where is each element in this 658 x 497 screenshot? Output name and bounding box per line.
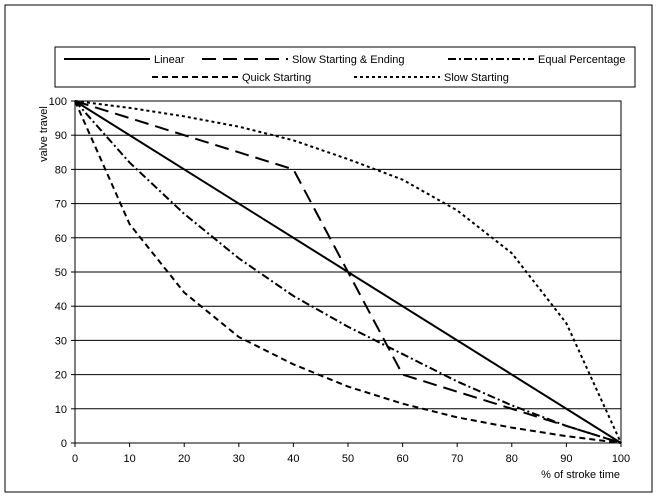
y-tick-label-60: 60 — [55, 233, 67, 245]
x-tick-label-20: 20 — [178, 453, 190, 465]
x-tick-label-90: 90 — [560, 453, 572, 465]
y-axis-title: valve travel — [38, 106, 50, 162]
legend-label-linear: Linear — [154, 54, 185, 66]
series-layer — [74, 100, 622, 444]
y-tick-label-0: 0 — [61, 438, 67, 450]
axes: 0 10 20 30 40 50 60 70 80 90 100 0 10 20 30 40 50 60 70 80 9… — [49, 96, 631, 465]
x-axis-title: % of stroke time — [541, 469, 620, 481]
x-tick-label-80: 80 — [506, 453, 518, 465]
x-tick-label-70: 70 — [451, 453, 463, 465]
y-tick-label-70: 70 — [55, 199, 67, 211]
y-tick-label-40: 40 — [55, 301, 67, 313]
y-tick-label-10: 10 — [55, 404, 67, 416]
legend: Linear Slow Starting & Ending Equal Percen… — [54, 46, 636, 88]
x-tick-label-50: 50 — [342, 453, 354, 465]
x-tick-label-60: 60 — [396, 453, 408, 465]
series-line-equal-percentage — [74, 100, 622, 444]
y-tick-label-50: 50 — [55, 267, 67, 279]
legend-label-equal-percentage: Equal Percentage — [538, 54, 625, 66]
y-tick-label-90: 90 — [55, 130, 67, 142]
legend-label-slow-starting: Slow Starting — [444, 72, 509, 84]
x-tick-label-0: 0 — [72, 453, 78, 465]
x-tick-label-10: 10 — [123, 453, 135, 465]
x-tick-label-100: 100 — [612, 453, 630, 465]
y-tick-label-30: 30 — [55, 335, 67, 347]
legend-label-slow-starting-ending: Slow Starting & Ending — [292, 54, 405, 66]
gridlines — [75, 134, 621, 410]
series-line-quick-starting — [74, 100, 622, 444]
legend-box — [54, 46, 636, 88]
y-tick-label-100: 100 — [49, 96, 67, 108]
y-tick-label-20: 20 — [55, 370, 67, 382]
series-line-slow-starting — [74, 100, 622, 444]
x-tick-label-30: 30 — [233, 453, 245, 465]
x-tick-label-40: 40 — [287, 453, 299, 465]
legend-label-quick-starting: Quick Starting — [242, 72, 311, 84]
series-line-slow-starting-ending — [74, 100, 622, 444]
y-tick-label-80: 80 — [55, 164, 67, 176]
legend-items: Linear Slow Starting & Ending Equal Percen… — [64, 54, 625, 84]
